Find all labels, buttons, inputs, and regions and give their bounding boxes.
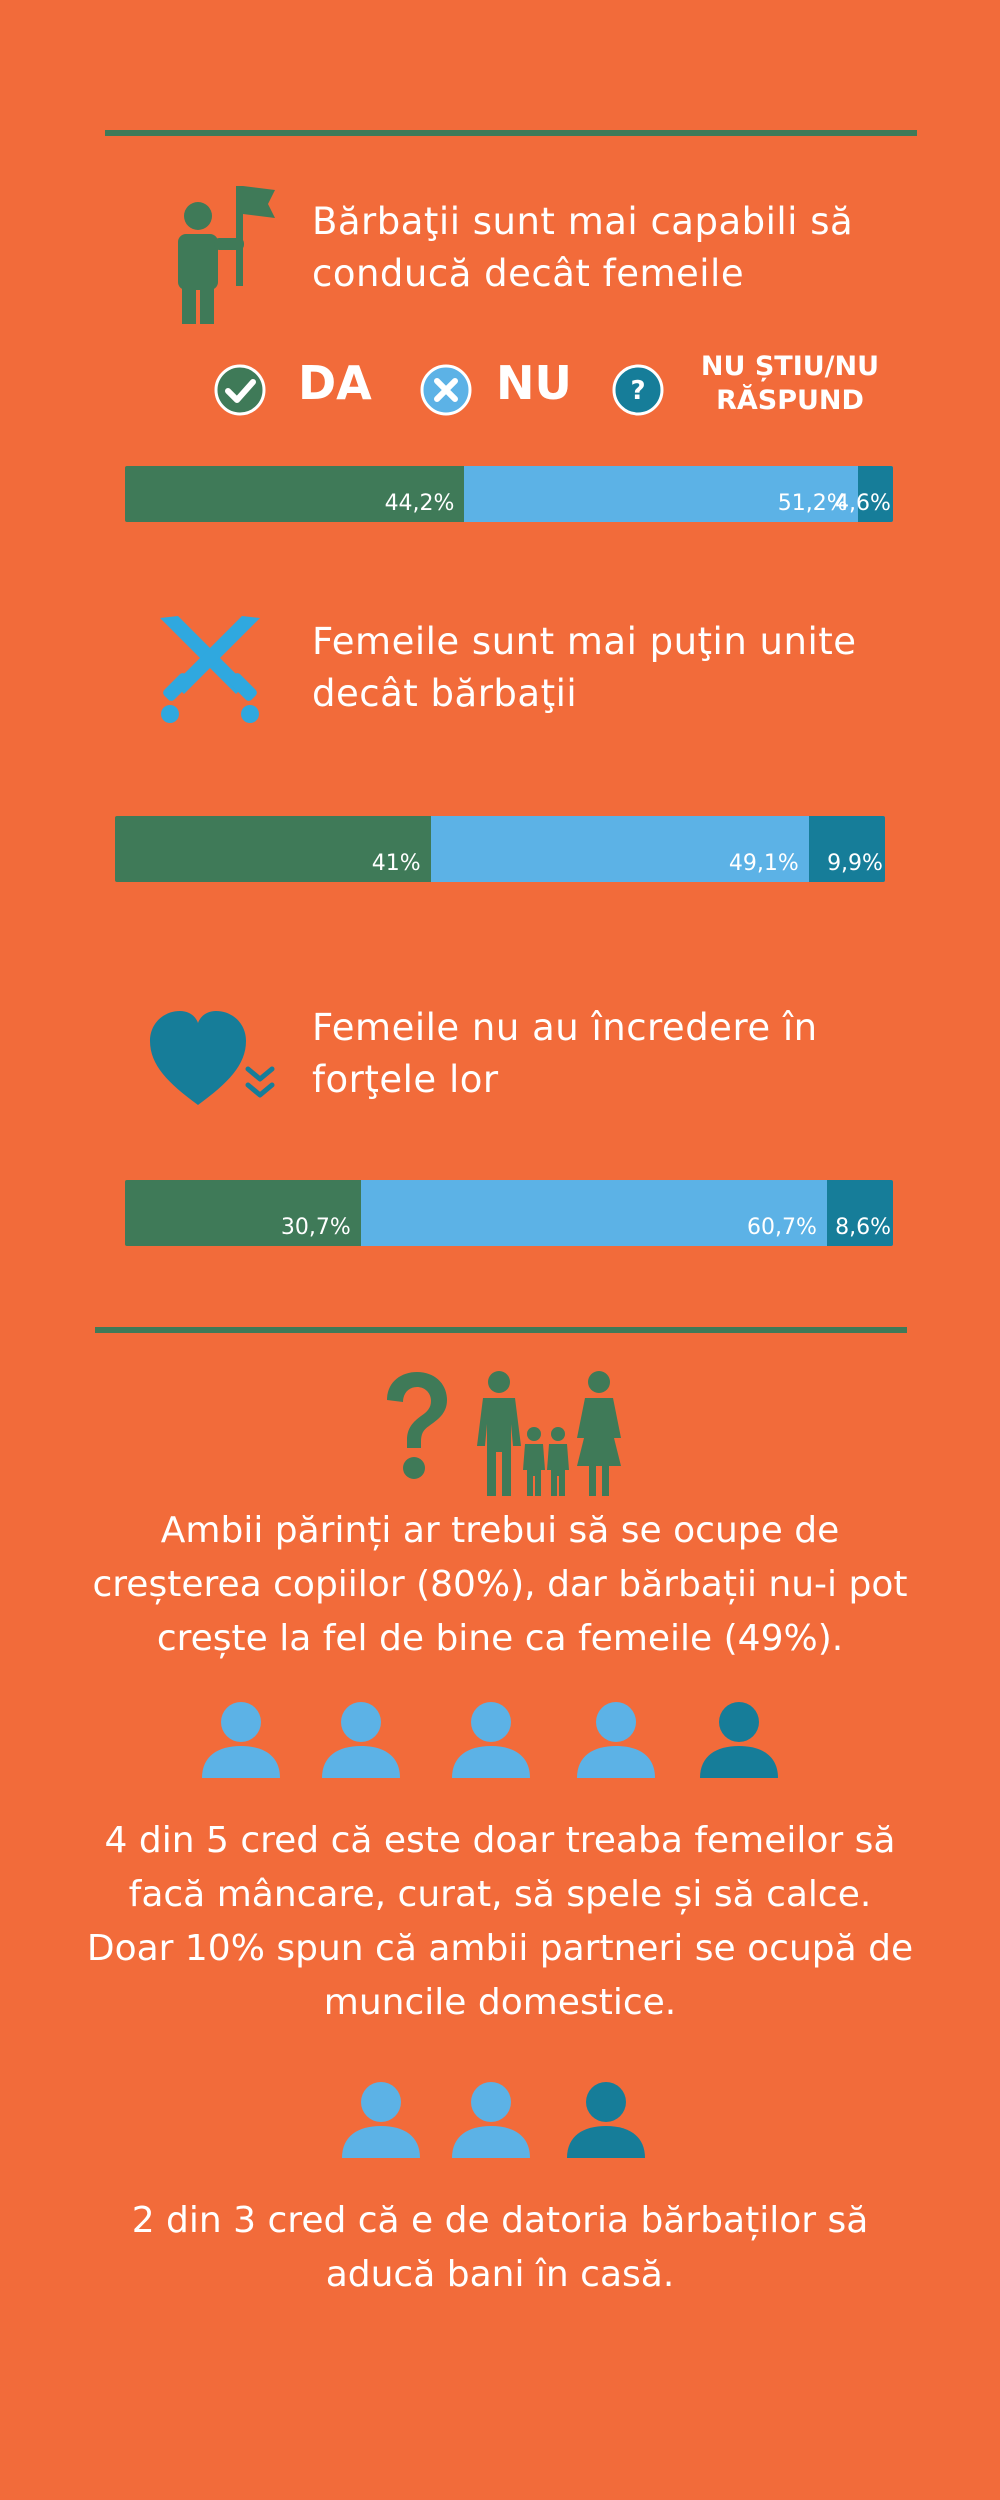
bar-3-label-ns: 8,6% <box>835 1215 891 1240</box>
bar-3-label-nu: 60,7% <box>747 1215 817 1240</box>
person-icon <box>577 1702 655 1778</box>
heart-arrows-icon <box>150 1011 275 1105</box>
person-flag-icon <box>178 186 275 324</box>
crossed-swords-icon <box>160 616 260 723</box>
family-question-icon <box>387 1371 621 1496</box>
legend-dont-know: NU ȘTIU/NU RĂSPUND <box>700 351 880 416</box>
person-highlight-icon <box>567 2082 645 2158</box>
bar-2-label-ns: 9,9% <box>827 851 883 876</box>
bar-1-segment-da: 44,2% <box>125 466 465 522</box>
bar-1-label-da: 44,2% <box>384 491 455 516</box>
bar-1-label-nu: 51,2% <box>777 491 848 516</box>
person-icon <box>452 2082 530 2158</box>
bar-3-segment-ns: 8,6% <box>826 1180 893 1246</box>
bar-question-1: 44,2% 51,2% 4,6% <box>125 466 893 522</box>
bar-2-label-nu: 49,1% <box>728 851 799 876</box>
question-mark-icon: ? <box>612 364 664 416</box>
bar-1-segment-nu: 51,2% <box>464 466 858 522</box>
bar-2-label-da: 41% <box>371 851 421 876</box>
family-text: Ambii părinți ar trebui să se ocupe de c… <box>92 1510 908 1659</box>
bar-2-segment-da: 41% <box>115 816 431 882</box>
question-1-title: Bărbaţii sunt mai capabili să conducă de… <box>312 200 854 295</box>
cross-icon <box>420 364 472 416</box>
bar-3-label-da: 30,7% <box>280 1215 351 1240</box>
person-icon <box>202 1702 280 1778</box>
top-divider <box>105 130 917 136</box>
money-text: 2 din 3 cred că e de datoria bărbaților … <box>131 2200 869 2295</box>
legend-yes: DA <box>298 356 372 410</box>
person-icon <box>322 1702 400 1778</box>
person-highlight-icon <box>700 1702 778 1778</box>
person-icon <box>342 2082 420 2158</box>
bar-1-segment-ns: 4,6% <box>835 466 893 522</box>
middle-divider <box>95 1327 907 1333</box>
bar-question-2: 41% 49,1% 9,9% <box>115 816 885 882</box>
question-2-title: Femeile sunt mai puţin unite decât bărba… <box>312 620 857 715</box>
bar-2-segment-ns: 9,9% <box>808 816 885 882</box>
bar-2-segment-nu: 49,1% <box>430 816 809 882</box>
check-icon <box>214 364 266 416</box>
bar-question-3: 30,7% 60,7% 8,6% <box>125 1180 893 1246</box>
svg-text:?: ? <box>630 376 645 406</box>
chores-text: 4 din 5 cred că este doar treaba femeilo… <box>86 1820 914 2023</box>
bar-3-segment-nu: 60,7% <box>360 1180 827 1246</box>
legend-no: NU <box>496 356 572 410</box>
bar-3-segment-da: 30,7% <box>125 1180 361 1246</box>
person-icon <box>452 1702 530 1778</box>
question-3-title: Femeile nu au încredere în forţele lor <box>312 1006 818 1101</box>
bar-1-label-ns: 4,6% <box>835 491 891 516</box>
